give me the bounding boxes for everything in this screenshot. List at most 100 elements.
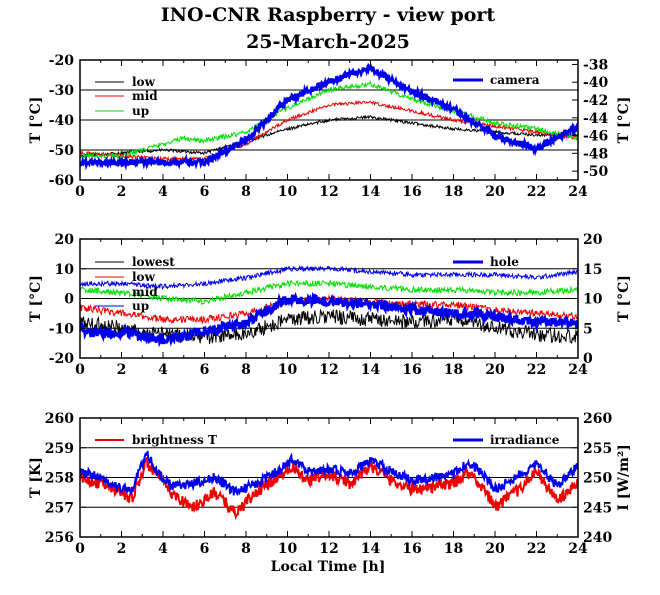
y-axis-label-left: T [°C] (28, 275, 44, 322)
series-line-hole (80, 291, 578, 348)
y-tick-label-right: 250 (583, 471, 612, 487)
y-tick-label-left: -10 (49, 321, 75, 337)
y-tick-label-left: -30 (49, 83, 75, 99)
y-axis-label-right: T [°C] (616, 97, 632, 144)
legend-label-up: up (132, 104, 149, 118)
x-tick-label: 24 (568, 362, 588, 378)
y-axis-label-right: I [W/m²] (616, 444, 632, 510)
x-tick-label: 20 (485, 184, 505, 200)
x-tick-label: 0 (75, 362, 85, 378)
x-tick-label: 10 (278, 362, 298, 378)
x-tick-label: 16 (402, 184, 421, 200)
x-tick-label: 12 (319, 184, 338, 200)
x-tick-label: 20 (485, 362, 505, 378)
x-tick-label: 20 (485, 541, 505, 557)
x-tick-label: 16 (402, 541, 421, 557)
x-tick-label: 18 (444, 184, 463, 200)
x-tick-label: 2 (117, 541, 127, 557)
x-tick-label: 14 (361, 541, 381, 557)
legend-label-mid: mid (132, 285, 158, 299)
y-tick-label-right: 10 (583, 292, 603, 308)
x-tick-label: 12 (319, 541, 338, 557)
series-line-camera (80, 62, 578, 171)
y-tick-label-left: -50 (49, 143, 75, 159)
x-tick-label: 24 (568, 184, 588, 200)
y-tick-label-left: -60 (49, 173, 75, 189)
y-tick-label-left: 0 (64, 292, 74, 308)
chart-subtitle: 25-March-2025 (246, 31, 410, 53)
y-tick-label-left: 10 (55, 262, 75, 278)
y-tick-label-right: 255 (583, 441, 612, 457)
y-axis-label-left: T [K] (28, 457, 44, 498)
legend-label-lowest: lowest (132, 255, 175, 269)
x-tick-label: 14 (361, 362, 381, 378)
y-tick-label-right: 240 (583, 530, 612, 546)
y-tick-label-right: -42 (583, 93, 608, 109)
x-tick-label: 4 (158, 184, 168, 200)
y-tick-label-right: 20 (583, 232, 603, 248)
legend-label-up: up (132, 299, 149, 313)
legend-label-camera: camera (490, 73, 540, 87)
y-tick-label-right: 260 (583, 411, 612, 427)
x-tick-label: 12 (319, 362, 338, 378)
y-tick-label-right: -46 (583, 129, 608, 145)
y-tick-label-left: -20 (49, 351, 75, 367)
legend-label-low: low (132, 270, 156, 284)
x-tick-label: 10 (278, 184, 298, 200)
legend-label-low: low (132, 75, 156, 89)
series-line-irradiance (80, 450, 578, 497)
x-tick-label: 4 (158, 362, 168, 378)
x-tick-label: 0 (75, 184, 85, 200)
x-tick-label: 8 (241, 184, 251, 200)
y-tick-label-right: -38 (583, 57, 608, 73)
y-tick-label-left: 20 (55, 232, 75, 248)
x-tick-label: 22 (527, 362, 546, 378)
x-axis-label: Local Time [h] (271, 559, 386, 575)
x-tick-label: 16 (402, 362, 421, 378)
legend-label-hole: hole (490, 255, 519, 269)
y-tick-label-left: 257 (45, 500, 74, 516)
x-tick-label: 2 (117, 362, 127, 378)
panel-3: 0 2 4 6 8 10 12 14 16 18 20 22 242562572582592602402… (28, 411, 632, 575)
y-tick-label-left: -40 (49, 113, 75, 129)
y-tick-label-right: -50 (583, 164, 609, 180)
panel-2: 0 2 4 6 8 10 12 14 16 18 20 22 24-20-100102005101520… (28, 232, 632, 378)
x-tick-label: 18 (444, 541, 463, 557)
y-axis-label-right: T [°C] (616, 275, 632, 322)
x-tick-label: 0 (75, 541, 85, 557)
x-tick-label: 6 (200, 184, 210, 200)
x-tick-label: 6 (200, 541, 210, 557)
x-tick-label: 24 (568, 541, 588, 557)
chart-title: INO-CNR Raspberry - view port (161, 4, 496, 26)
x-tick-label: 6 (200, 362, 210, 378)
y-tick-label-right: -48 (583, 146, 608, 162)
y-tick-label-left: 256 (45, 530, 74, 546)
legend-label-mid: mid (132, 89, 158, 103)
series-line-up (80, 79, 578, 160)
x-tick-label: 8 (241, 362, 251, 378)
x-tick-label: 18 (444, 362, 463, 378)
panel-1: 0 2 4 6 8 10 12 14 16 18 20 22 24-60-50-40-30-20-50-… (28, 53, 632, 200)
y-tick-label-left: 258 (45, 471, 74, 487)
x-tick-label: 22 (527, 541, 546, 557)
legend-label-brightness-T: brightness T (132, 433, 217, 447)
y-tick-label-left: 260 (45, 411, 74, 427)
x-tick-label: 4 (158, 541, 168, 557)
legend-label-irradiance: irradiance (490, 433, 560, 447)
series-line-up (80, 264, 578, 291)
y-tick-label-left: -20 (49, 53, 75, 69)
y-tick-label-right: 245 (583, 500, 612, 516)
y-tick-label-right: 0 (583, 351, 593, 367)
x-tick-label: 10 (278, 541, 298, 557)
series-line-mid (80, 99, 578, 163)
x-tick-label: 14 (361, 184, 381, 200)
y-tick-label-right: 5 (583, 321, 593, 337)
y-tick-label-left: 259 (45, 441, 74, 457)
y-tick-label-right: 15 (583, 262, 602, 278)
y-axis-label-left: T [°C] (28, 97, 44, 144)
x-tick-label: 22 (527, 184, 546, 200)
y-tick-label-right: -44 (583, 111, 609, 127)
y-tick-label-right: -40 (583, 75, 609, 91)
x-tick-label: 2 (117, 184, 127, 200)
